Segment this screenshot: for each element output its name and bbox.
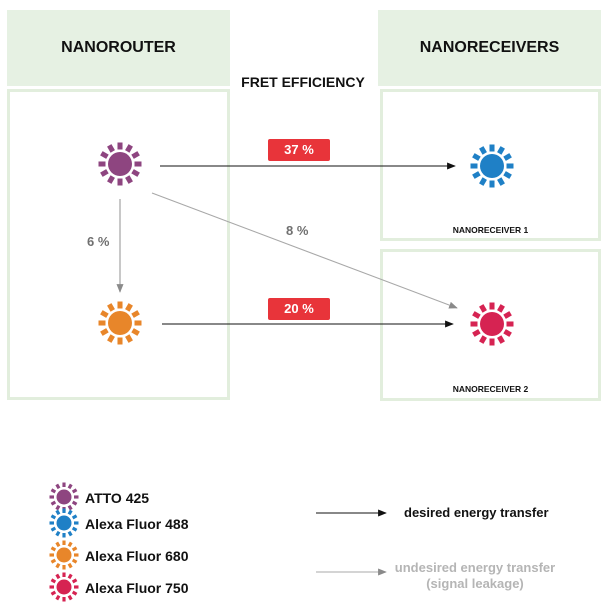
legend-label-alexa-680: Alexa Fluor 680 [85,548,189,564]
nanoreceivers-header: NANORECEIVERS [378,10,601,86]
dye-alexa-488-icon [470,144,514,188]
efficiency-badge-37: 37 % [268,139,330,161]
dye-alexa-750-icon [470,302,514,346]
arrow-atto-to-750 [151,192,458,309]
efficiency-label-6: 6 % [87,234,110,249]
legend-label-alexa-750: Alexa Fluor 750 [85,580,189,596]
nanorouter-header: NANOROUTER [7,10,230,86]
legend-undesired-line1: undesired energy transfer [394,560,556,575]
nanoreceivers-title: NANORECEIVERS [419,39,560,56]
legend-undesired-label: undesired energy transfer (signal leakag… [380,560,570,592]
legend-undesired-line2: (signal leakage) [426,576,524,591]
efficiency-badge-20: 20 % [268,298,330,320]
nanoreceiver-1-label: NANORECEIVER 1 [452,225,529,235]
dye-atto-425-icon [98,142,142,186]
dye-alexa-680-icon [98,301,142,345]
fret-efficiency-title: FRET EFFICIENCY [241,74,365,90]
legend-atto-425-icon [49,482,79,512]
legend-label-atto-425: ATTO 425 [85,490,150,506]
nanorouter-title: NANOROUTER [61,39,176,56]
legend-alexa-750-icon [49,572,79,602]
nanorouter-panel [7,89,230,400]
legend-alexa-488-icon [49,508,79,538]
efficiency-label-8: 8 % [286,223,309,238]
legend-desired-label: desired energy transfer [404,505,549,520]
legend-label-alexa-488: Alexa Fluor 488 [85,516,189,532]
legend-alexa-680-icon [49,540,79,570]
nanoreceiver-2-label: NANORECEIVER 2 [452,384,529,394]
